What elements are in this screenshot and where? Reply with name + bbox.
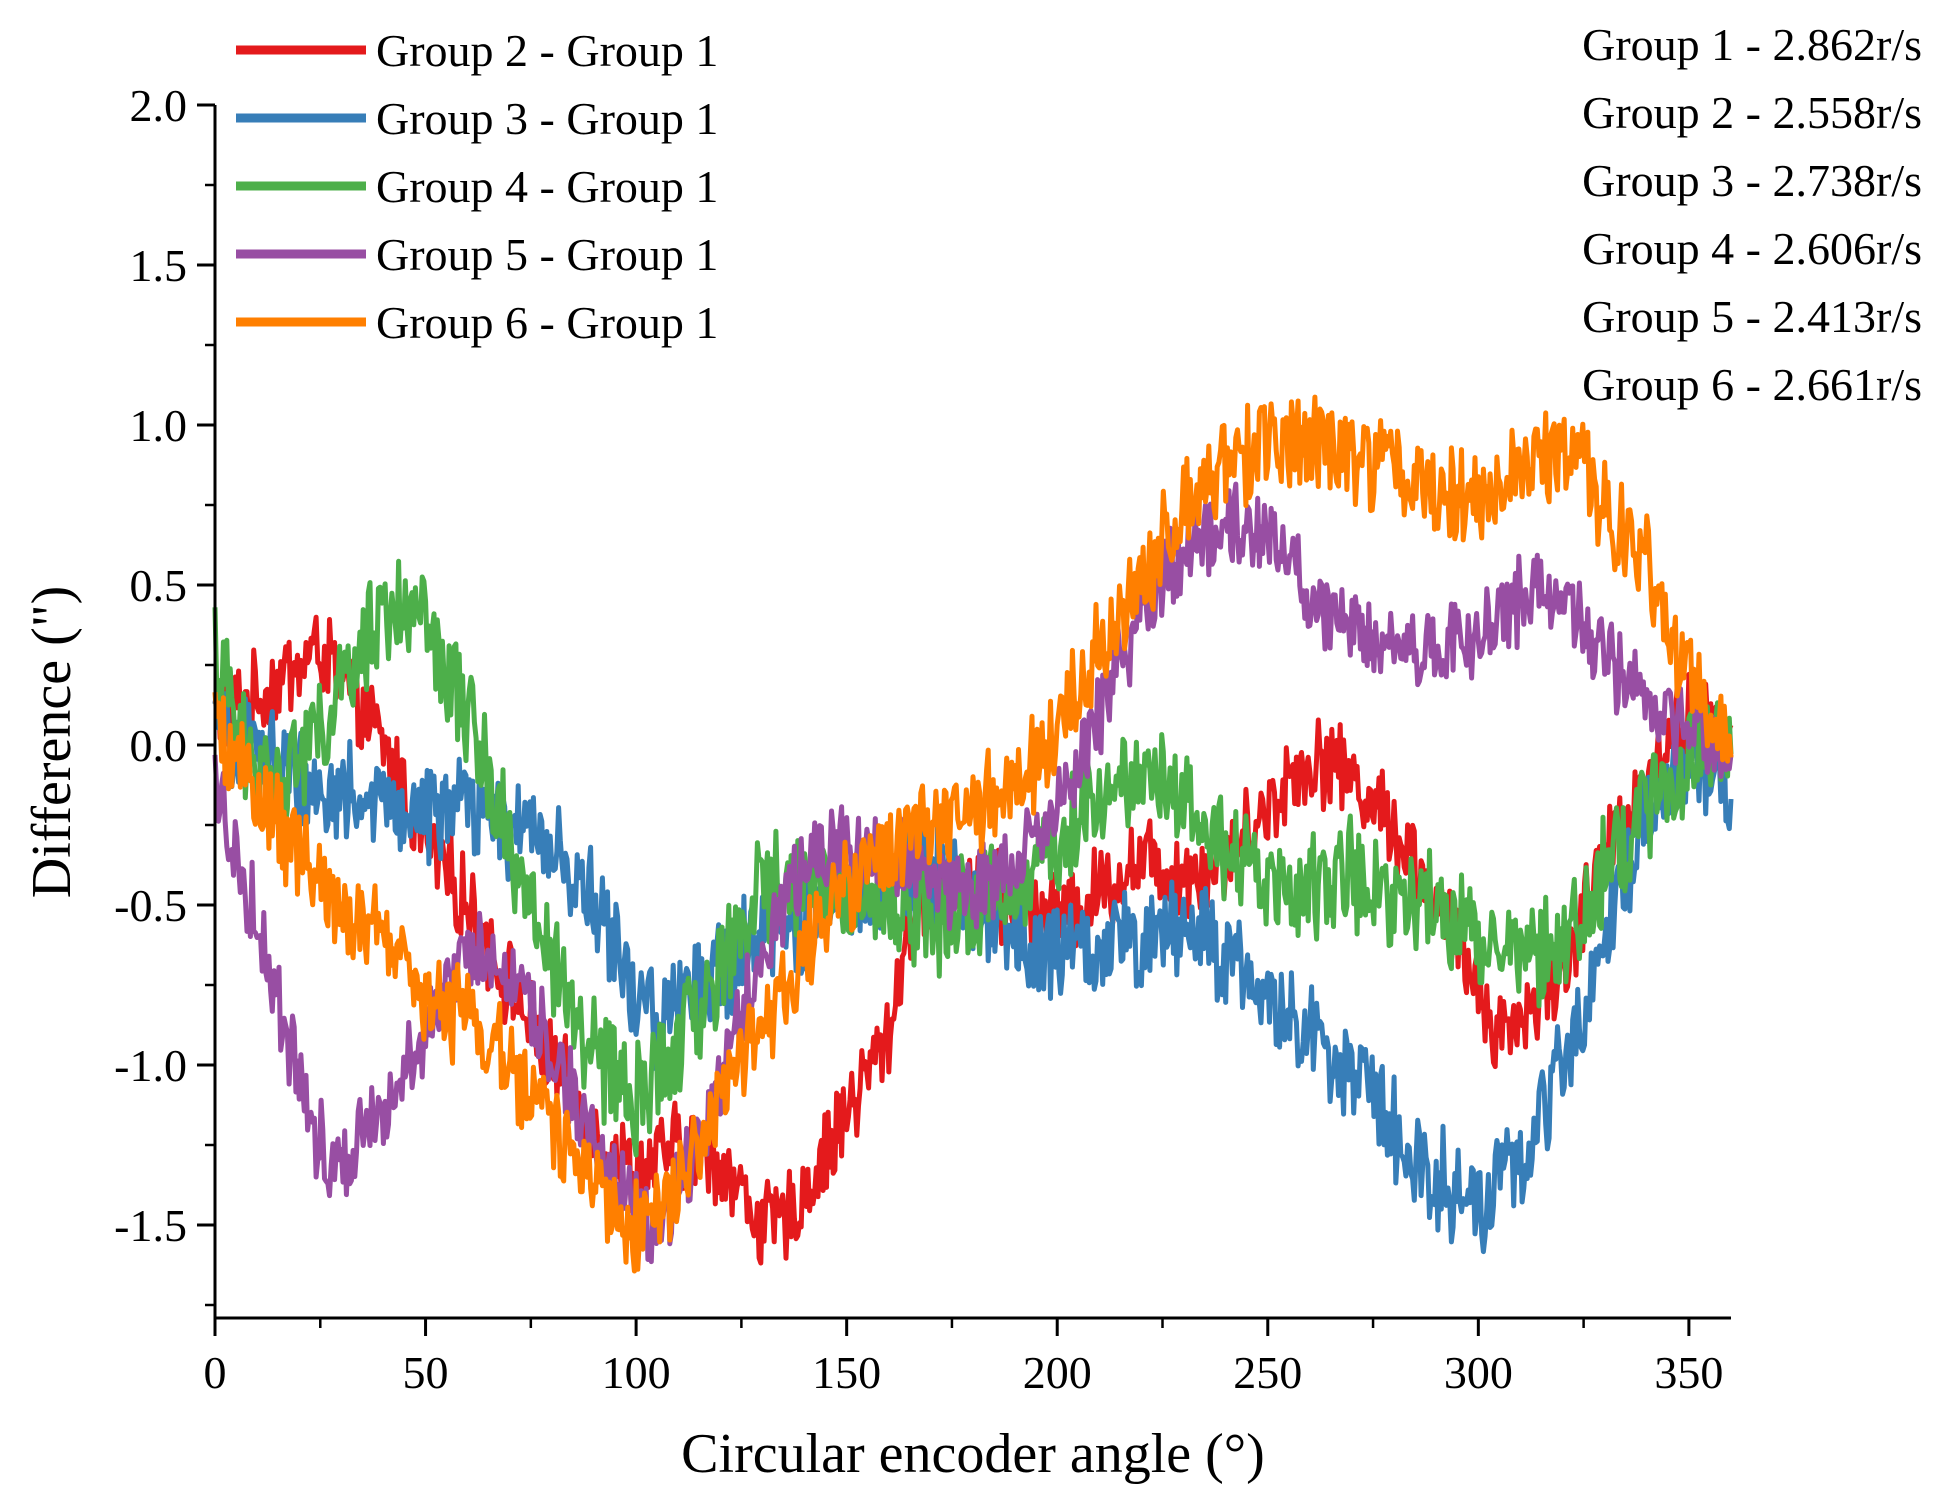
speed-label: Group 2 - 2.558r/s bbox=[1582, 87, 1922, 138]
x-tick-label: 300 bbox=[1444, 1347, 1513, 1398]
y-tick-label: 0.5 bbox=[130, 560, 188, 611]
y-tick-label: -1.5 bbox=[114, 1200, 187, 1251]
x-axis-title: Circular encoder angle (°) bbox=[681, 1423, 1265, 1485]
legend-label: Group 4 - Group 1 bbox=[376, 161, 718, 212]
y-tick-label: -0.5 bbox=[114, 880, 187, 931]
legend: Group 2 - Group 1 Group 3 - Group 1 Group … bbox=[236, 25, 718, 348]
series-line-group-3 bbox=[212, 687, 1734, 1255]
speed-label: Group 3 - 2.738r/s bbox=[1582, 155, 1922, 206]
legend-label: Group 5 - Group 1 bbox=[376, 229, 718, 280]
speed-label: Group 6 - 2.661r/s bbox=[1582, 359, 1922, 410]
y-tick-label: 2.0 bbox=[130, 80, 188, 131]
legend-label: Group 3 - Group 1 bbox=[376, 93, 718, 144]
y-tick-label: 0.0 bbox=[130, 720, 188, 771]
axes-layer bbox=[213, 105, 1731, 1320]
speed-annotations: Group 1 - 2.862r/s Group 2 - 2.558r/s Grou… bbox=[1582, 19, 1922, 410]
speed-label: Group 5 - 2.413r/s bbox=[1582, 291, 1922, 342]
x-tick-label: 250 bbox=[1233, 1347, 1302, 1398]
series-line-group-5 bbox=[212, 481, 1734, 1265]
x-tick-label: 100 bbox=[602, 1347, 671, 1398]
x-tick-label: 200 bbox=[1023, 1347, 1092, 1398]
speed-label: Group 4 - 2.606r/s bbox=[1582, 223, 1922, 274]
x-tick-label: 0 bbox=[204, 1347, 227, 1398]
series-line-group-6 bbox=[212, 394, 1734, 1274]
legend-label: Group 2 - Group 1 bbox=[376, 25, 718, 76]
series-layer bbox=[212, 394, 1734, 1274]
legend-label: Group 6 - Group 1 bbox=[376, 297, 718, 348]
y-axis-title: Difference (") bbox=[21, 586, 83, 899]
y-tick-label: -1.0 bbox=[114, 1040, 187, 1091]
ticks-layer: 2.0 1.5 1.0 0.5 0.0 -0.5 -1.0 -1.5 0 50 100 150 200 2… bbox=[114, 80, 1723, 1398]
y-tick-label: 1.0 bbox=[130, 400, 188, 451]
x-tick-label: 50 bbox=[403, 1347, 449, 1398]
y-tick-label: 1.5 bbox=[130, 240, 188, 291]
speed-label: Group 1 - 2.862r/s bbox=[1582, 19, 1922, 70]
x-tick-label: 150 bbox=[812, 1347, 881, 1398]
series-line-group-4 bbox=[212, 558, 1734, 1158]
x-tick-label: 350 bbox=[1654, 1347, 1723, 1398]
